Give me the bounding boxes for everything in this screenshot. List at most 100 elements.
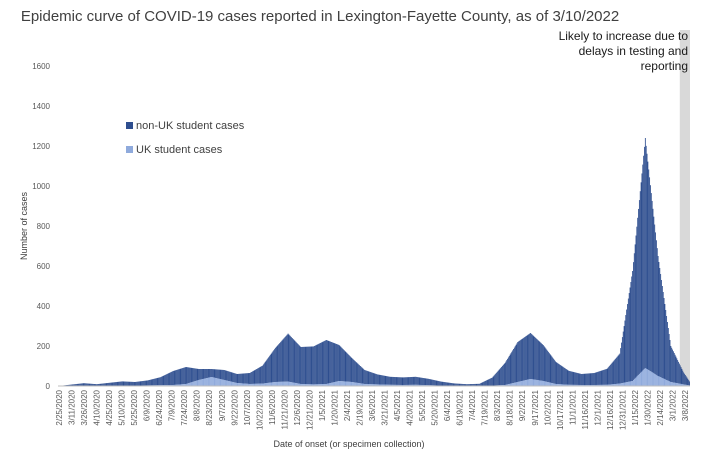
bar-uk [261, 383, 263, 386]
bar-non-uk [118, 381, 120, 386]
bar-non-uk [348, 354, 349, 382]
legend-label-uk: UK student cases [136, 144, 223, 156]
bar-uk [314, 384, 315, 386]
bar-non-uk [451, 383, 453, 386]
bar-non-uk [249, 373, 251, 384]
bar-non-uk [214, 369, 216, 378]
bar-non-uk [230, 372, 232, 382]
bar-uk [379, 384, 381, 386]
bar-uk [672, 382, 673, 386]
bar-non-uk [231, 372, 233, 382]
bar-non-uk [411, 376, 413, 385]
bar-non-uk [319, 342, 321, 385]
bar-non-uk [379, 374, 381, 385]
bar-uk [655, 374, 656, 386]
bar-non-uk [513, 347, 515, 383]
bar-non-uk [171, 371, 172, 386]
bar-uk [323, 384, 325, 386]
bar-uk [637, 375, 639, 386]
bar-uk [217, 378, 218, 386]
bar-uk [624, 382, 626, 386]
bar-uk [615, 383, 617, 386]
bar-uk [650, 371, 652, 386]
bar-non-uk [386, 376, 388, 385]
bar-uk [217, 378, 219, 386]
bar-uk [193, 381, 195, 386]
bar-non-uk [114, 382, 116, 386]
bar-uk [654, 373, 656, 386]
bar-non-uk [309, 346, 311, 385]
bar-uk [306, 384, 308, 386]
bar-uk [240, 383, 242, 386]
bar-uk [205, 378, 207, 386]
bar-non-uk [507, 357, 509, 385]
bar-uk [214, 377, 216, 386]
bar-non-uk [626, 309, 628, 383]
bar-non-uk [262, 365, 263, 384]
bar-uk [506, 384, 508, 386]
bar-non-uk [240, 373, 242, 384]
bar-uk [365, 384, 367, 386]
bar-non-uk [661, 286, 663, 378]
bar-non-uk [107, 382, 109, 386]
bar-non-uk [562, 366, 564, 385]
bar-uk [567, 384, 569, 386]
bar-non-uk [674, 354, 676, 383]
bar-uk [253, 383, 255, 386]
bar-non-uk [329, 341, 331, 384]
bar-uk [234, 382, 235, 386]
y-tick-label: 200 [37, 342, 51, 351]
bar-uk [198, 380, 200, 386]
bar-non-uk [243, 373, 245, 384]
bar-non-uk [666, 316, 668, 380]
bar-non-uk [514, 346, 516, 383]
bar-uk [539, 380, 541, 386]
bar-non-uk [340, 346, 342, 382]
bar-non-uk [670, 346, 672, 382]
bar-non-uk [210, 369, 212, 378]
bar-uk [391, 384, 393, 386]
bar-non-uk [686, 377, 688, 385]
bar-non-uk [183, 367, 184, 385]
bar-uk [541, 380, 542, 386]
chart-title: Epidemic curve of COVID-19 cases reporte… [21, 8, 619, 25]
bar-uk [351, 382, 353, 386]
bar-non-uk [416, 376, 417, 385]
bar-non-uk [546, 349, 548, 382]
bar-uk [324, 384, 326, 386]
bar-non-uk [358, 364, 360, 384]
bar-uk [340, 381, 342, 386]
bar-uk [259, 383, 261, 386]
bar-non-uk [587, 373, 589, 385]
bar-uk [375, 384, 377, 386]
bar-non-uk [575, 372, 577, 385]
bar-uk [206, 378, 208, 386]
bar-uk [275, 381, 277, 386]
bar-non-uk [117, 381, 119, 386]
bar-non-uk [308, 346, 309, 385]
bar-non-uk [518, 341, 520, 382]
bar-non-uk [323, 341, 325, 385]
bar-uk [534, 379, 536, 386]
bar-uk [314, 384, 316, 386]
bar-non-uk [74, 384, 76, 386]
bar-non-uk [138, 381, 140, 386]
bar-non-uk [439, 381, 440, 386]
bar-uk [677, 383, 679, 386]
bar-non-uk [480, 382, 482, 386]
bar-non-uk [369, 371, 371, 385]
bar-uk [546, 381, 548, 386]
bar-non-uk [115, 382, 117, 386]
bar-uk [203, 378, 205, 386]
bar-uk [223, 379, 224, 386]
bar-uk [674, 382, 676, 386]
bar-non-uk [268, 357, 269, 383]
bar-non-uk [611, 362, 613, 385]
bar-non-uk [318, 343, 320, 385]
legend-swatch-uk [126, 146, 133, 153]
bar-uk [325, 384, 326, 386]
bar-non-uk [279, 343, 281, 382]
bar-non-uk [428, 378, 430, 386]
bar-non-uk [315, 345, 317, 385]
bar-uk [548, 382, 550, 386]
